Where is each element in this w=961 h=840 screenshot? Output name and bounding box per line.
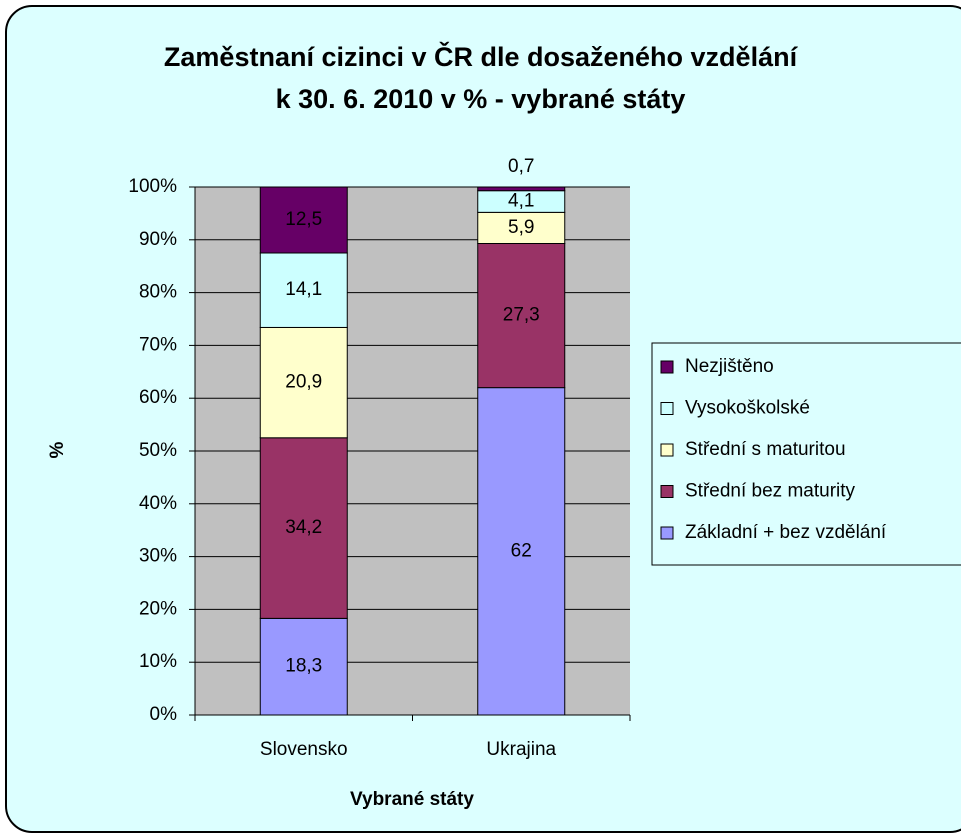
legend-swatch (660, 443, 674, 457)
bar-segment (259, 437, 348, 619)
data-label: 20,9 (285, 372, 322, 393)
data-label: 5,9 (508, 217, 534, 238)
y-tick-label: 100% (128, 176, 177, 197)
legend-label: Nezjištěno (685, 356, 774, 377)
legend-label: Vysokoškolské (685, 398, 810, 419)
legend-box (651, 342, 961, 566)
data-label: 34,2 (285, 517, 322, 538)
y-tick-label: 0% (150, 704, 178, 725)
data-label: 27,3 (503, 305, 540, 326)
bar-segment (259, 252, 348, 328)
y-tick-label: 10% (139, 651, 177, 672)
bar-segment (477, 211, 566, 244)
data-label: 4,1 (508, 191, 534, 212)
y-tick-label: 80% (139, 282, 177, 303)
x-tick-label: Slovensko (260, 739, 348, 760)
data-label: 12,5 (285, 209, 322, 230)
chart-title: Zaměstnaní cizinci v ČR dle dosaženého v… (163, 42, 798, 114)
legend-swatch (660, 526, 674, 540)
bar-segment (259, 326, 348, 439)
x-axis-title: Vybrané státy (350, 789, 474, 810)
bar-segment (477, 242, 566, 389)
legend-swatch (660, 360, 674, 374)
y-tick-label: 90% (139, 229, 177, 250)
legend-swatch (660, 402, 674, 415)
legend-label: Základní + bez vzdělání (685, 522, 887, 543)
data-label: 18,3 (285, 656, 322, 677)
legend-label: Střední bez maturity (685, 481, 856, 502)
bar-segment (259, 617, 348, 716)
x-tick-label: Ukrajina (486, 739, 556, 760)
y-tick-label: 60% (139, 387, 177, 408)
y-tick-label: 20% (139, 598, 177, 619)
data-label: 14,1 (285, 279, 322, 300)
legend-swatch (660, 485, 674, 498)
bar-segment (477, 387, 566, 716)
legend-label: Střední s maturitou (685, 439, 846, 460)
data-label: 0,7 (508, 156, 534, 177)
y-tick-label: 40% (139, 493, 177, 514)
bar-segment (477, 186, 566, 192)
data-label: 62 (511, 540, 532, 561)
y-tick-label: 50% (139, 440, 177, 461)
y-tick-label: 70% (139, 334, 177, 355)
bar-segment (259, 186, 348, 254)
y-axis-title: % (47, 441, 68, 458)
y-tick-label: 30% (139, 546, 177, 567)
